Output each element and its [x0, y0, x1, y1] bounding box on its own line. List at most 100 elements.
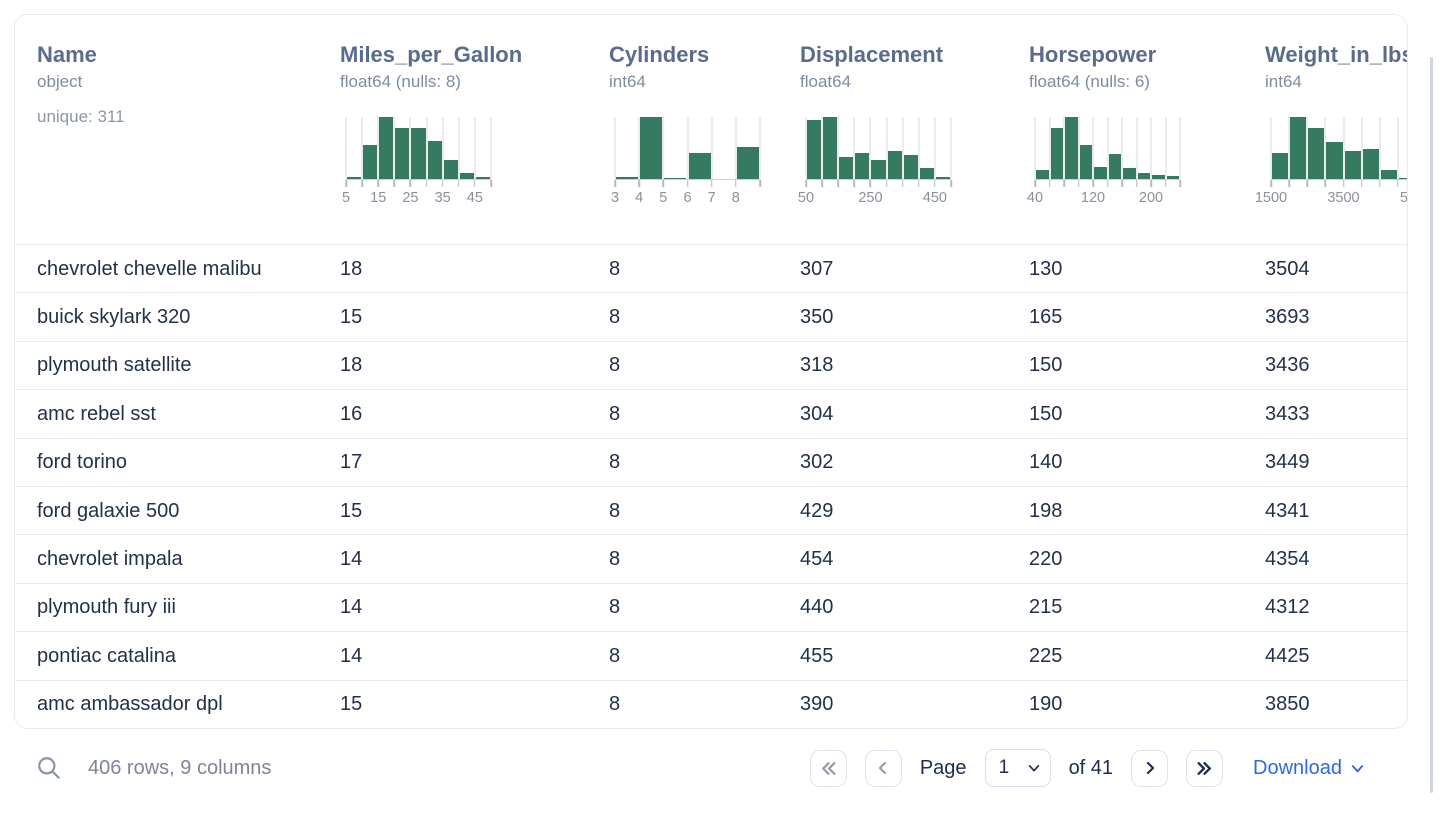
- histogram-bar: [1362, 149, 1379, 179]
- table-cell: 8: [609, 693, 621, 716]
- histogram-bar: [736, 146, 759, 179]
- histogram-tick: [1306, 180, 1308, 187]
- table-cell: 4425: [1265, 644, 1310, 667]
- histogram-tick-label: 5: [659, 190, 668, 206]
- first-page-button[interactable]: [809, 749, 847, 787]
- column-header-weight-in-lbs[interactable]: Weight_in_lbs int64 1500 3500 5500: [1255, 15, 1407, 244]
- histogram-gridline: [1324, 117, 1327, 179]
- histogram-tick: [441, 180, 444, 187]
- histogram-bar: [1326, 141, 1343, 179]
- histogram-plot: [1270, 117, 1407, 180]
- histogram-gridline: [759, 117, 761, 179]
- table-cell: 455: [800, 644, 834, 667]
- table-cell: 8: [609, 499, 621, 522]
- column-header-name[interactable]: Name object unique: 311: [37, 15, 340, 244]
- histogram-bar: [363, 144, 378, 179]
- histogram-plot: [614, 117, 761, 180]
- histogram-tick-label: 40: [1026, 190, 1044, 206]
- search-icon[interactable]: [36, 755, 62, 781]
- histogram-tick-label: 6: [683, 190, 692, 206]
- column-header-miles-per-gallon[interactable]: Miles_per_Gallon float64 (nulls: 8) 5 15 25 3…: [340, 15, 609, 244]
- histogram-tick: [710, 180, 713, 187]
- table-cell: 150: [1029, 354, 1063, 377]
- prev-page-button[interactable]: [864, 749, 902, 787]
- histogram-gridline: [1360, 117, 1363, 179]
- histogram-bar: [919, 167, 934, 179]
- page-select[interactable]: 1: [984, 749, 1051, 787]
- table-row[interactable]: amc ambassador dpl 15 8 390 190 3850: [15, 679, 1407, 728]
- column-header-cylinders[interactable]: Cylinders int64 3 4 5 6 7 8: [609, 15, 800, 244]
- table-cell: 215: [1029, 596, 1063, 619]
- histogram-tick-label: 1500: [1254, 190, 1288, 206]
- table-cell: 8: [609, 451, 621, 474]
- table-cell: 140: [1029, 451, 1063, 474]
- histogram-bar: [443, 160, 458, 179]
- histogram-tick: [950, 180, 952, 187]
- table-cell: 15: [340, 693, 363, 716]
- histogram-tick: [869, 180, 872, 187]
- table-cell: 198: [1029, 499, 1063, 522]
- table-cell: plymouth satellite: [37, 354, 192, 377]
- histogram-tick-label: 25: [402, 190, 419, 206]
- histogram-bar: [1272, 152, 1289, 179]
- histogram-gridline: [1179, 117, 1181, 179]
- table-cell: 15: [340, 499, 363, 522]
- histogram-gridline: [1396, 117, 1399, 179]
- table-row[interactable]: ford galaxie 500 15 8 429 198 4341: [15, 485, 1407, 534]
- histogram-tick: [377, 180, 379, 187]
- last-page-button[interactable]: [1186, 749, 1224, 787]
- histogram-plot: [1034, 117, 1181, 180]
- chevron-right-icon: [1146, 761, 1154, 775]
- histogram-gridline: [1288, 117, 1291, 179]
- histogram-bar: [1290, 117, 1307, 179]
- table-cell: 3433: [1265, 402, 1310, 425]
- histogram-tick: [614, 180, 616, 187]
- table-cell: amc ambassador dpl: [37, 693, 223, 716]
- column-name: Horsepower: [1029, 42, 1157, 67]
- download-button[interactable]: Download: [1253, 757, 1365, 780]
- table-row[interactable]: pontiac catalina 14 8 455 225 4425: [15, 631, 1407, 679]
- table-cell: 16: [340, 402, 363, 425]
- column-header-horsepower[interactable]: Horsepower float64 (nulls: 6) 40 120 200: [1026, 15, 1265, 244]
- table-row[interactable]: ford torino 17 8 302 140 3449: [15, 437, 1407, 486]
- histogram-bar: [823, 117, 838, 179]
- table-cell: 8: [609, 354, 621, 377]
- double-chevron-right-icon: [1197, 761, 1212, 775]
- histogram-gridline: [933, 117, 936, 179]
- histogram-tick: [1164, 180, 1167, 187]
- histogram-tick: [1150, 180, 1152, 187]
- table-cell: 3449: [1265, 451, 1310, 474]
- histogram-gridline: [1378, 117, 1381, 179]
- histogram-tick: [805, 180, 807, 187]
- table-row[interactable]: chevrolet impala 14 8 454 220 4354: [15, 534, 1407, 582]
- histogram-tick: [1270, 180, 1272, 187]
- table-cell: 220: [1029, 548, 1063, 571]
- table-cell: 350: [800, 306, 834, 329]
- histogram-tick-label: 250: [858, 190, 883, 206]
- histogram-bar: [1036, 169, 1049, 179]
- page-select-value: 1: [998, 757, 1010, 778]
- table-row[interactable]: plymouth satellite 18 8 318 150 3436: [15, 340, 1407, 389]
- histogram-gridline: [1106, 117, 1109, 179]
- histogram-gridline: [1034, 117, 1036, 179]
- histogram-bar: [1344, 151, 1361, 179]
- table-cell: 14: [340, 548, 363, 571]
- histogram-tick: [934, 180, 936, 187]
- histogram-bar: [616, 176, 639, 179]
- column-histogram: 50 250 450: [798, 117, 952, 208]
- table-row[interactable]: chevrolet chevelle malibu 18 8 307 130 3504: [15, 244, 1407, 292]
- histogram-gridline: [1270, 117, 1272, 179]
- histogram-labels: 50 250 450: [798, 190, 951, 208]
- download-label: Download: [1253, 756, 1342, 779]
- chevron-down-icon: [1028, 764, 1039, 772]
- table-row[interactable]: plymouth fury iii 14 8 440 215 4312: [15, 582, 1407, 631]
- table-row[interactable]: amc rebel sst 16 8 304 150 3433: [15, 389, 1407, 437]
- table-row[interactable]: buick skylark 320 15 8 350 165 3693: [15, 292, 1407, 340]
- column-header-displacement[interactable]: Displacement float64 50 250 450: [798, 15, 1029, 244]
- histogram-bar: [855, 152, 870, 179]
- table-cell: 8: [609, 402, 621, 425]
- histogram-tick: [853, 180, 856, 187]
- histogram-tick: [1063, 180, 1065, 187]
- next-page-button[interactable]: [1131, 749, 1169, 787]
